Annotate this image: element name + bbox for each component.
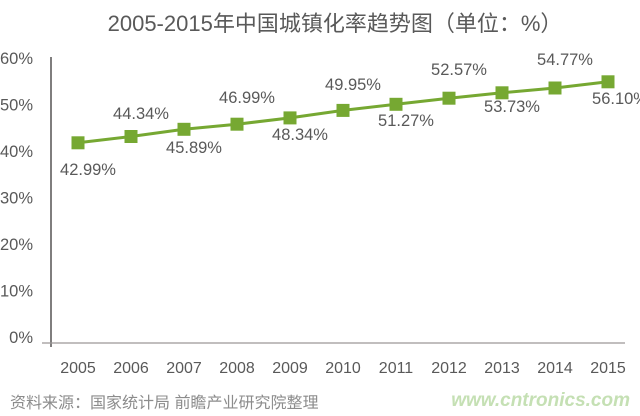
svg-text:52.57%: 52.57% xyxy=(431,61,487,79)
svg-text:48.34%: 48.34% xyxy=(272,126,328,144)
svg-text:2015: 2015 xyxy=(590,360,626,377)
svg-text:45.89%: 45.89% xyxy=(166,139,222,157)
svg-text:30%: 30% xyxy=(0,190,33,208)
svg-text:42.99%: 42.99% xyxy=(60,161,116,179)
svg-text:49.95%: 49.95% xyxy=(325,76,381,94)
svg-text:2011: 2011 xyxy=(379,360,414,377)
svg-text:2014: 2014 xyxy=(537,360,573,377)
svg-text:10%: 10% xyxy=(0,283,33,301)
svg-text:44.34%: 44.34% xyxy=(113,105,169,123)
svg-text:2013: 2013 xyxy=(484,360,520,377)
svg-text:2009: 2009 xyxy=(272,360,308,377)
svg-text:51.27%: 51.27% xyxy=(378,112,434,130)
svg-text:50%: 50% xyxy=(0,97,33,115)
svg-text:0%: 0% xyxy=(9,329,33,347)
svg-text:53.73%: 53.73% xyxy=(484,98,540,116)
svg-text:2008: 2008 xyxy=(219,360,255,377)
svg-text:54.77%: 54.77% xyxy=(537,51,593,69)
svg-text:20%: 20% xyxy=(0,236,33,254)
svg-text:46.99%: 46.99% xyxy=(219,89,275,107)
svg-text:2006: 2006 xyxy=(113,360,149,377)
svg-text:2010: 2010 xyxy=(325,360,361,377)
svg-text:2012: 2012 xyxy=(431,360,467,377)
svg-text:2005: 2005 xyxy=(60,360,96,377)
svg-text:56.10%: 56.10% xyxy=(592,90,640,108)
svg-text:60%: 60% xyxy=(0,50,33,68)
svg-text:2007: 2007 xyxy=(166,360,202,377)
svg-text:40%: 40% xyxy=(0,143,33,161)
